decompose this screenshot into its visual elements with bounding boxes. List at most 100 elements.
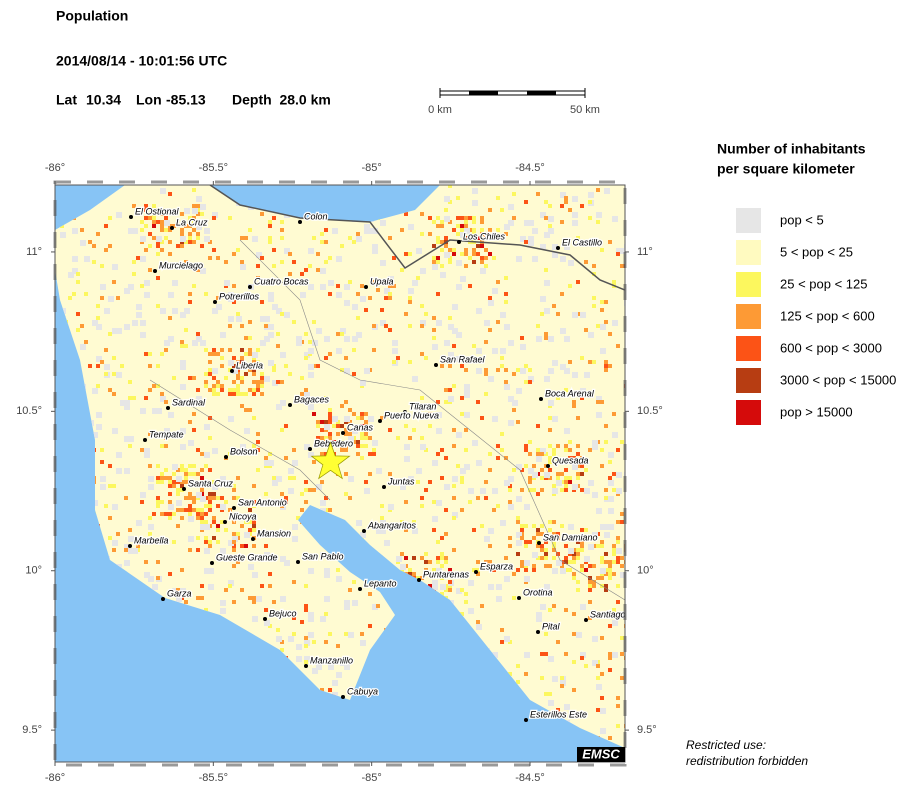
population-cell xyxy=(568,524,574,530)
population-cell xyxy=(492,256,496,260)
population-cell xyxy=(516,540,522,546)
population-cell xyxy=(168,292,174,298)
population-cell xyxy=(544,556,548,560)
population-cell xyxy=(344,284,350,290)
population-cell xyxy=(240,260,244,264)
population-cell xyxy=(564,428,570,434)
population-cell xyxy=(296,516,300,520)
city-label: Mansion xyxy=(257,528,291,538)
population-cell xyxy=(296,656,302,662)
population-cell xyxy=(328,280,334,286)
population-cell xyxy=(420,396,424,400)
population-cell xyxy=(160,228,164,232)
population-cell xyxy=(160,208,164,212)
population-cell xyxy=(288,468,294,474)
population-cell xyxy=(84,292,88,296)
population-cell xyxy=(308,488,312,492)
population-cell xyxy=(564,196,568,200)
population-cell xyxy=(564,480,568,484)
population-cell xyxy=(308,348,314,354)
population-cell xyxy=(612,608,616,612)
population-cell xyxy=(556,476,560,480)
population-cell xyxy=(524,540,528,544)
population-cell xyxy=(556,532,560,536)
population-cell xyxy=(148,388,152,392)
population-cell xyxy=(608,564,612,568)
population-cell xyxy=(484,256,488,260)
population-cell xyxy=(268,324,274,330)
population-cell xyxy=(436,560,440,564)
population-cell xyxy=(196,512,200,516)
population-cell xyxy=(256,264,260,268)
population-cell xyxy=(444,532,448,536)
population-cell xyxy=(556,640,560,644)
depth: Depth 28.0 km xyxy=(232,92,331,108)
population-cell xyxy=(576,236,580,240)
population-cell xyxy=(368,296,372,300)
population-cell xyxy=(100,360,104,364)
population-cell xyxy=(588,576,592,580)
population-cell xyxy=(388,276,394,282)
population-cell xyxy=(244,352,248,356)
population-cell xyxy=(468,580,474,586)
population-cell xyxy=(612,472,616,476)
population-cell xyxy=(364,412,368,416)
population-cell xyxy=(204,452,210,458)
population-cell xyxy=(576,280,580,284)
y-tick-label: 11° xyxy=(637,246,653,258)
population-cell xyxy=(180,360,186,366)
population-cell xyxy=(400,552,404,556)
population-cell xyxy=(628,548,632,552)
population-cell xyxy=(504,636,510,642)
population-cell xyxy=(564,488,568,492)
population-cell xyxy=(392,348,398,354)
population-cell xyxy=(164,220,170,226)
population-cell xyxy=(140,492,146,498)
population-cell xyxy=(224,528,228,532)
population-cell xyxy=(552,532,556,536)
city-label: Santa Cruz xyxy=(188,478,234,488)
population-cell xyxy=(148,364,152,368)
population-cell xyxy=(132,320,138,326)
population-cell xyxy=(452,484,456,488)
population-cell xyxy=(612,548,616,552)
population-cell xyxy=(180,364,186,370)
population-cell xyxy=(184,600,188,604)
population-cell xyxy=(540,312,544,316)
population-cell xyxy=(292,320,296,324)
population-cell xyxy=(248,408,252,412)
population-cell xyxy=(616,540,620,544)
population-cell xyxy=(528,476,532,480)
population-cell xyxy=(288,476,292,480)
population-cell xyxy=(372,244,378,250)
population-cell xyxy=(460,232,466,238)
population-cell xyxy=(548,416,552,420)
population-cell xyxy=(324,568,330,574)
population-cell xyxy=(408,572,412,576)
population-cell xyxy=(436,500,442,506)
population-cell xyxy=(608,568,612,572)
population-cell xyxy=(208,468,212,472)
population-cell xyxy=(548,428,552,432)
population-cell xyxy=(572,212,578,218)
population-cell xyxy=(152,408,158,414)
population-cell xyxy=(244,372,248,376)
population-cell xyxy=(180,488,184,492)
population-cell xyxy=(544,584,550,590)
city-dot xyxy=(403,410,407,414)
population-cell xyxy=(536,448,540,452)
population-cell xyxy=(252,380,256,384)
population-cell xyxy=(280,428,284,432)
population-cell xyxy=(368,624,372,628)
population-cell xyxy=(180,484,184,488)
population-cell xyxy=(444,400,448,404)
population-cell xyxy=(216,256,220,260)
population-cell xyxy=(560,364,566,370)
population-cell xyxy=(304,608,308,612)
population-cell xyxy=(280,556,286,562)
population-cell xyxy=(504,276,508,280)
population-cell xyxy=(552,604,556,608)
population-cell xyxy=(372,324,376,328)
population-cell xyxy=(216,352,220,356)
population-cell xyxy=(424,560,428,564)
